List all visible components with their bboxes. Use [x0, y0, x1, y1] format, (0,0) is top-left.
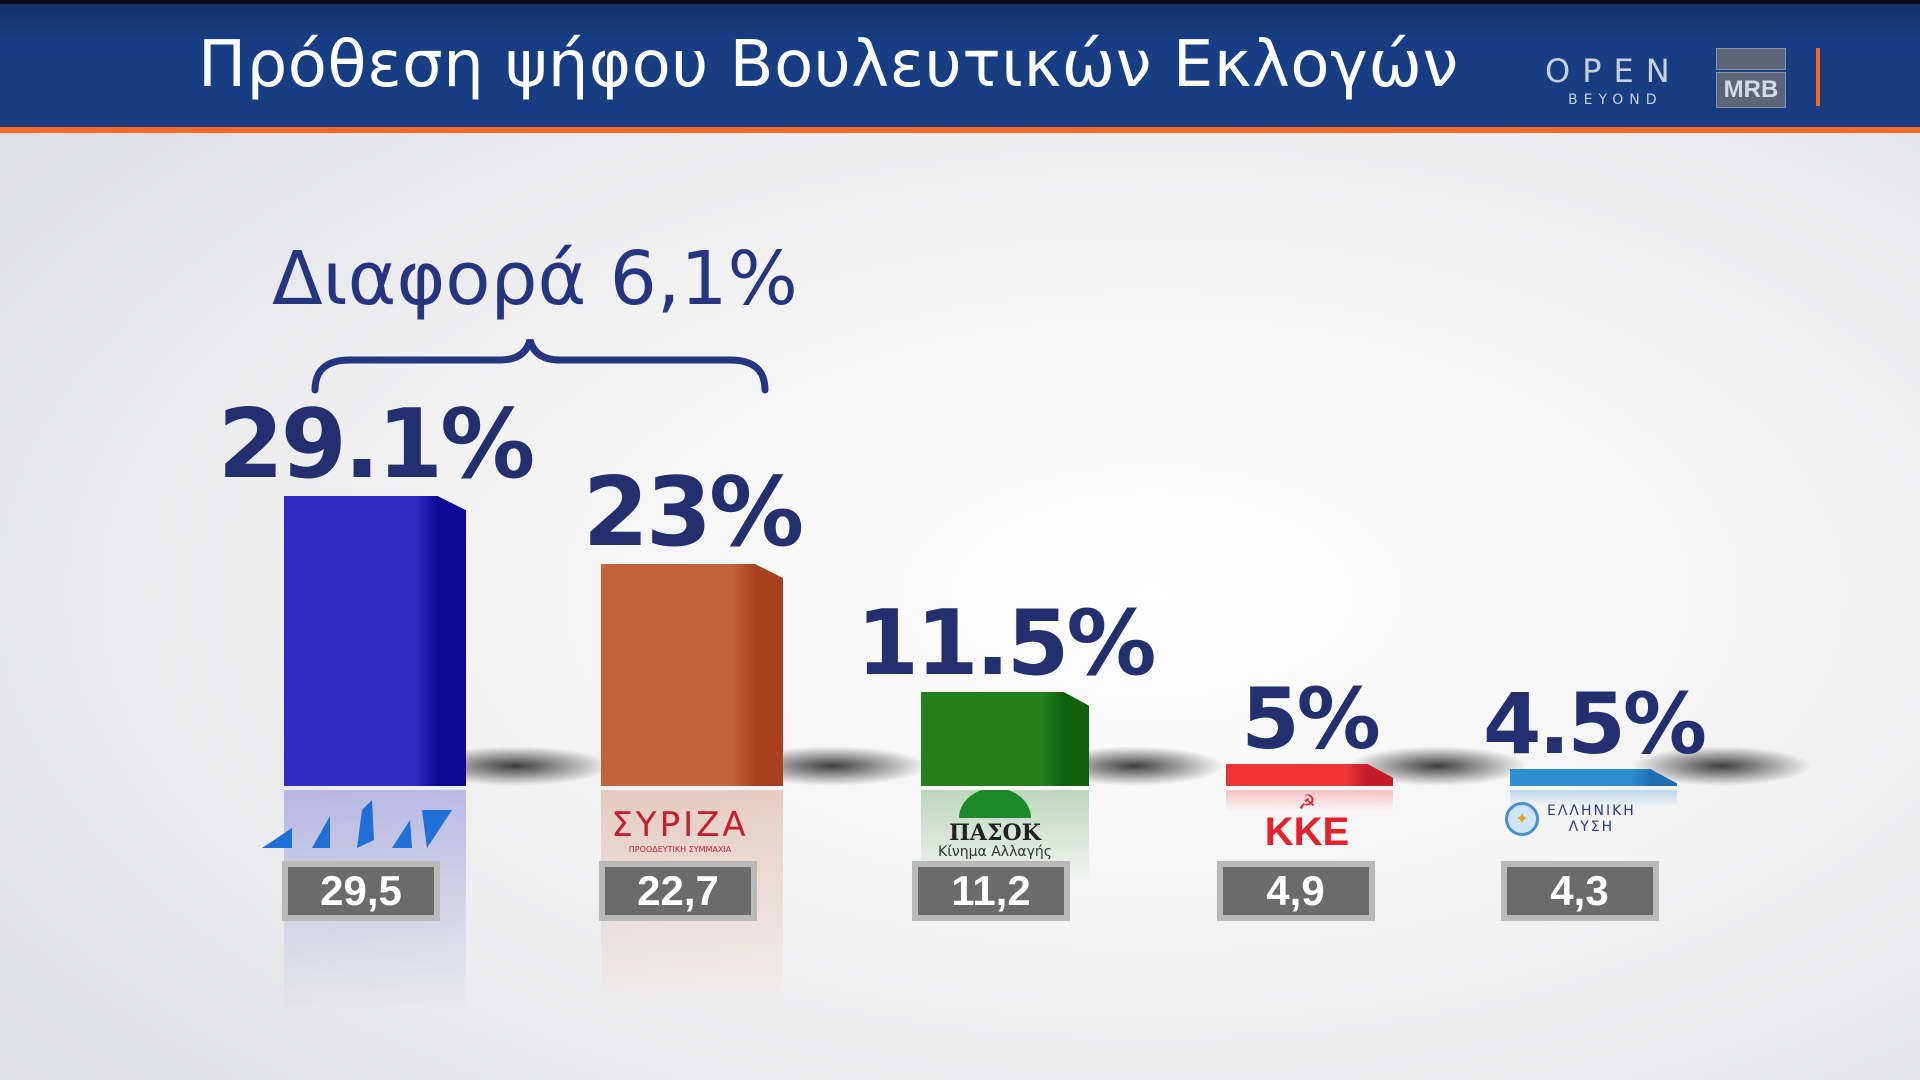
previous-value-pasok: 11,2 [912, 861, 1070, 921]
bar-reflection [1226, 790, 1393, 813]
bar-nd [284, 496, 466, 786]
elliniki-lysi-logo: ✦ ΕΛΛΗΝΙΚΗ ΛΥΣΗ [1505, 802, 1705, 836]
mrb-logo: MRB [1716, 48, 1786, 108]
previous-value-kke: 4,9 [1216, 861, 1375, 921]
pasok-logo: ΠΑΣΟΚ Κίνημα Αλλαγής [925, 788, 1065, 860]
previous-value-nd: 29,5 [282, 861, 440, 921]
brace-icon [311, 338, 769, 394]
bar-pasok [921, 691, 1089, 786]
header-accent-line [0, 127, 1920, 133]
bar-label-pasok: 11.5% [856, 590, 1156, 696]
bar-label-elliniki: 4.5% [1483, 675, 1707, 774]
open-beyond-text: BEYOND [1568, 92, 1663, 108]
nd-logo [262, 800, 452, 854]
bar-label-syriza: 23% [582, 457, 804, 568]
compass-icon: ✦ [1505, 802, 1539, 836]
header-bar [0, 0, 1920, 128]
open-logo: OPEN [1545, 52, 1682, 90]
header-divider [1816, 48, 1820, 106]
previous-value-elliniki: 4,3 [1500, 861, 1659, 921]
chart-title: Πρόθεση ψήφου Βουλευτικών Εκλογών [198, 28, 1459, 102]
bar-label-kke: 5% [1241, 669, 1381, 768]
bar-elliniki [1510, 769, 1677, 786]
bar-kke [1226, 763, 1393, 786]
previous-value-syriza: 22,7 [599, 861, 757, 921]
syriza-logo: ΣΥΡΙΖΑ ΠΡΟΟΔΕΥΤΙΚΗ ΣΥΜΜΑΧΙΑ [611, 805, 749, 854]
kke-logo: ☭ ΚΚΕ [1264, 790, 1350, 854]
difference-annotation: Διαφορά 6,1% [272, 236, 798, 322]
bar-label-nd: 29.1% [217, 389, 536, 500]
bar-reflection [1510, 790, 1677, 807]
bar-syriza [601, 564, 783, 786]
